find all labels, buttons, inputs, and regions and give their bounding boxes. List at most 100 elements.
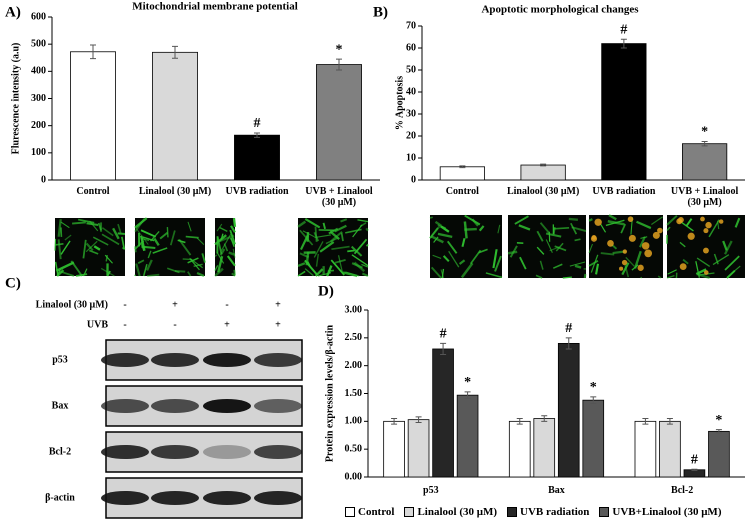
nucleus	[657, 227, 663, 234]
cell	[620, 223, 626, 234]
cell	[536, 246, 545, 255]
legend-label: Linalool (30 μM)	[417, 506, 498, 518]
cell	[478, 248, 488, 254]
cell	[299, 229, 314, 246]
condition-sign: +	[275, 299, 281, 310]
cell	[92, 236, 109, 246]
y-tick-label: 300	[31, 93, 46, 104]
error-bar	[691, 468, 698, 471]
cell	[695, 268, 707, 276]
cell	[329, 230, 340, 241]
cell	[105, 255, 109, 262]
cell	[724, 240, 733, 255]
cell	[539, 260, 544, 270]
nucleus	[702, 247, 709, 254]
cell	[137, 259, 145, 264]
cell	[104, 254, 113, 264]
cell	[574, 238, 581, 242]
cell	[314, 268, 324, 277]
band	[203, 353, 251, 367]
cell	[187, 257, 199, 264]
x-tick-label: Linalool (30 μM)	[506, 186, 580, 197]
condition-sign: +	[275, 319, 281, 330]
cell	[440, 269, 444, 279]
annotation: *	[701, 125, 708, 140]
cell	[307, 261, 312, 268]
cell	[196, 271, 205, 278]
cell	[685, 218, 693, 227]
y-tick-label: 1.50	[345, 388, 363, 399]
bar	[407, 419, 430, 478]
cell	[463, 221, 468, 239]
cell	[430, 266, 442, 279]
x-tick-label: UVB radiation	[225, 186, 289, 197]
cell	[134, 246, 137, 253]
band	[254, 353, 302, 367]
cell	[608, 214, 617, 221]
cell	[535, 274, 543, 279]
cell	[297, 270, 306, 277]
band	[151, 399, 199, 413]
cell	[57, 219, 62, 237]
cell	[146, 273, 160, 277]
nucleus	[607, 240, 614, 247]
error-bar	[642, 418, 649, 425]
cell	[471, 218, 479, 227]
cell	[214, 254, 218, 257]
bar	[533, 418, 556, 478]
bar	[582, 399, 605, 478]
cell	[458, 259, 466, 265]
annotation: *	[590, 380, 597, 395]
error-bar	[590, 396, 597, 405]
error-bar	[516, 418, 523, 425]
cell	[217, 255, 224, 273]
cell	[570, 222, 578, 235]
cell	[305, 251, 310, 266]
cell	[636, 220, 652, 230]
y-tick-label: 200	[31, 120, 46, 131]
cell	[340, 218, 348, 223]
cell	[434, 220, 442, 227]
error-bar	[620, 38, 627, 49]
bar	[383, 420, 405, 478]
y-tick-label: 2.00	[345, 360, 363, 371]
cell	[297, 262, 306, 267]
cell	[519, 256, 527, 270]
cell	[334, 259, 346, 264]
cell	[679, 241, 686, 248]
legend-item: UVB+Linalool (30 μM)	[599, 506, 721, 518]
cell	[478, 225, 485, 232]
cell	[588, 243, 593, 254]
error-bar	[415, 416, 422, 423]
cell	[219, 227, 228, 233]
cell	[117, 223, 122, 234]
cell	[568, 217, 579, 221]
cell	[97, 222, 102, 231]
cell	[667, 269, 677, 275]
cell	[361, 263, 369, 268]
cell	[152, 247, 168, 254]
condition-sign: -	[123, 299, 126, 310]
cell	[430, 235, 444, 244]
y-axis-label: % Apoptosis	[394, 76, 405, 130]
nucleus	[590, 235, 598, 242]
condition-sign: +	[172, 299, 178, 310]
cell	[361, 272, 369, 277]
cell	[233, 269, 236, 276]
cell	[329, 230, 343, 243]
cell	[142, 236, 155, 242]
band-label: Bax	[52, 400, 69, 411]
cell	[112, 227, 120, 240]
y-tick-label: 10	[406, 152, 416, 163]
panel-label: D)	[318, 283, 334, 299]
cell	[518, 224, 531, 231]
cell	[319, 241, 335, 253]
cell	[166, 227, 169, 238]
cell	[639, 236, 646, 248]
cell	[494, 255, 502, 272]
band	[203, 399, 251, 413]
cell	[633, 250, 642, 269]
y-tick-label: 70	[406, 20, 416, 31]
cell	[117, 232, 126, 235]
